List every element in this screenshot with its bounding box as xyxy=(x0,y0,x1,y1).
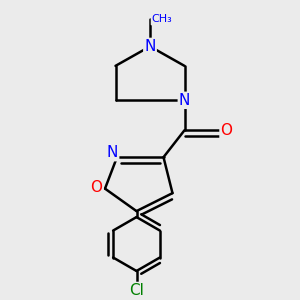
Text: O: O xyxy=(91,180,103,195)
Text: N: N xyxy=(179,93,190,108)
Text: CH₃: CH₃ xyxy=(152,14,172,25)
Text: N: N xyxy=(144,39,156,54)
Text: Cl: Cl xyxy=(129,283,144,298)
Text: O: O xyxy=(220,123,232,138)
Text: N: N xyxy=(107,145,118,160)
